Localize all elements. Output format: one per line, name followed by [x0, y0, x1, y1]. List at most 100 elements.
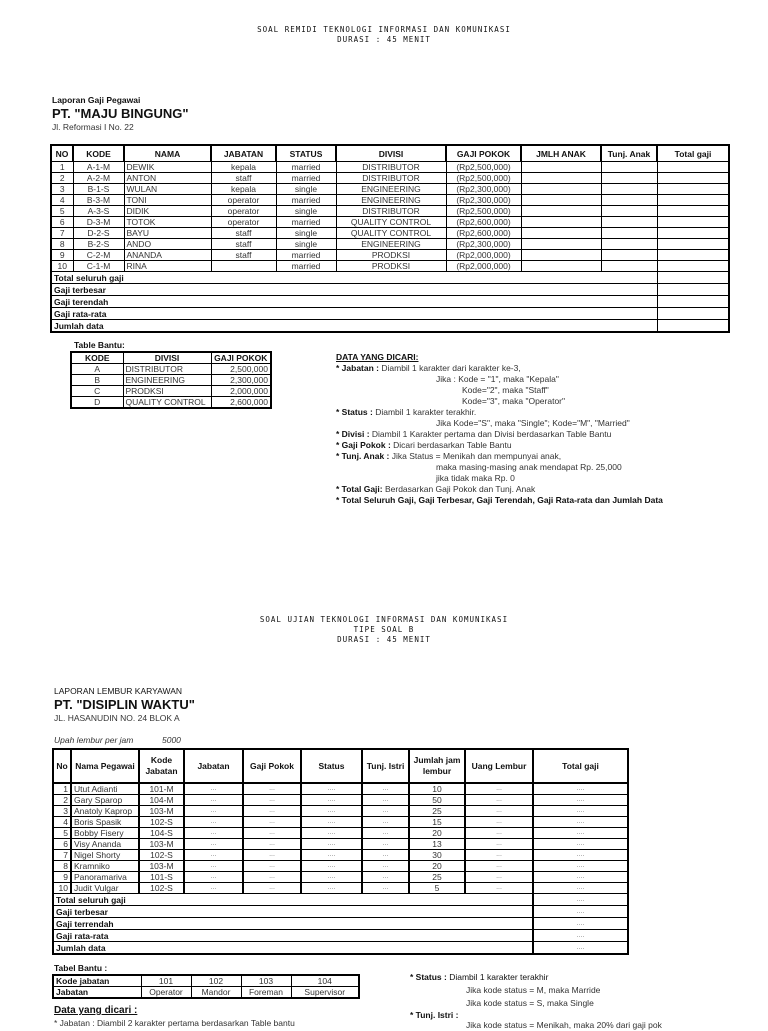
table-row: 1 A-1-M DEWIK kepala married DISTRIBUTOR (Rp2,…	[50, 161, 730, 173]
table-cell: 101	[140, 974, 192, 987]
table-row: 7 Nigel Shorty 102-S............. 30.......	[52, 849, 629, 861]
sought-line-text: Jika : Kode = "1", maka "Kepala"	[436, 374, 559, 384]
table-cell: ...	[242, 805, 302, 817]
table-cell: ...	[361, 860, 410, 872]
table-row: 8 Kramniko 103-M............. 20.......	[52, 860, 629, 872]
sought-line-text: Kode="3", maka "Operator"	[462, 396, 566, 406]
table-cell	[600, 260, 658, 272]
summary-value	[656, 271, 730, 284]
table-cell: (Rp2,300,000)	[445, 194, 522, 206]
table-row: 4 B-3-M TONI operator married ENGINEERING (Rp2…	[50, 194, 730, 206]
table-cell: Supervisor	[290, 986, 360, 999]
table-row: D QUALITY CONTROL 2,600,000	[70, 396, 272, 409]
table-cell: 20	[408, 827, 466, 839]
table-cell: ENGINEERING	[335, 238, 447, 250]
table-cell: ...	[242, 794, 302, 806]
table-cell: 2	[50, 172, 74, 184]
table-cell: Kode jabatan	[52, 974, 142, 987]
column-header: DIVISI	[335, 144, 447, 162]
table-row: 5 A-3-S DIDIK operator single DISTRIBUTOR (Rp2…	[50, 205, 730, 217]
summary-value: ....	[532, 929, 629, 942]
sought-line: * Jabatan : Diambil 1 karakter dari kara…	[336, 363, 663, 374]
table-row: 3 Anatoly Kaprop 103-M............. 25.....…	[52, 805, 629, 817]
column-header: Total gaji	[532, 748, 629, 784]
table-cell: ....	[532, 871, 629, 883]
helper-table-title-2: Tabel Bantu :	[54, 963, 108, 973]
column-header: JABATAN	[210, 144, 277, 162]
table-cell: 8	[52, 860, 72, 872]
table-cell: C	[70, 385, 124, 397]
table-cell: ENGINEERING	[122, 374, 212, 386]
sought-line: jika tidak maka Rp. 0	[336, 473, 663, 484]
column-header: DIVISI	[122, 351, 212, 364]
table-cell: 104	[290, 974, 360, 987]
helper-table-title: Table Bantu:	[74, 340, 125, 350]
sought-line: * Tunj. Anak : Jika Status = Menikah dan…	[336, 451, 663, 462]
table-cell: kepala	[210, 161, 277, 173]
table-cell: D-2-S	[72, 227, 125, 239]
summary-label: Jumlah data	[50, 319, 658, 333]
table-cell: WULAN	[123, 183, 212, 195]
table-cell: ...	[242, 782, 302, 795]
table-cell: 6	[50, 216, 74, 228]
exam-title: SOAL UJIAN TEKNOLOGI INFORMASI DAN KOMUN…	[259, 615, 509, 624]
table-cell: Nigel Shorty	[70, 849, 140, 861]
summary-row: Total seluruh gaji....	[52, 893, 629, 906]
table-cell: 20	[408, 860, 466, 872]
column-header: NAMA	[123, 144, 212, 162]
column-header: Tunj. Istri	[361, 748, 410, 784]
column-header: Gaji Pokok	[242, 748, 302, 784]
table-cell: ....	[532, 849, 629, 861]
table-cell: (Rp2,500,000)	[445, 172, 522, 184]
sought-title-2: Data yang dicari :	[54, 1005, 138, 1016]
table-cell: ENGINEERING	[335, 183, 447, 195]
table-row: 8 B-2-S ANDO staff single ENGINEERING (Rp2,300…	[50, 238, 730, 250]
sought-line-label: * Jabatan :	[336, 363, 379, 373]
summary-row: Gaji terbesar....	[52, 905, 629, 918]
table-cell: DEWIK	[123, 161, 212, 173]
table-cell: single	[275, 238, 337, 250]
table-cell: PRODKSI	[335, 260, 447, 272]
table-cell: ....	[300, 816, 363, 828]
column-header: GAJI POKOK	[210, 351, 272, 364]
table-cell: 10	[52, 882, 72, 894]
table-cell: ....	[532, 816, 629, 828]
wife-allowance-label: * Tunj. Istri :	[410, 1010, 459, 1020]
table-cell: 9	[52, 871, 72, 883]
table-cell: 1	[52, 782, 72, 795]
column-header: Total gaji	[656, 144, 730, 162]
table-cell	[520, 172, 602, 184]
summary-value	[656, 283, 730, 296]
summary-value: ....	[532, 893, 629, 906]
table-cell	[520, 216, 602, 228]
table-cell: 101-M	[138, 782, 185, 795]
table-cell: QUALITY CONTROL	[335, 216, 447, 228]
table-cell: ...	[242, 816, 302, 828]
summary-label: Jumlah data	[52, 941, 534, 955]
summary-row: Total seluruh gaji	[50, 271, 730, 284]
table-cell	[520, 260, 602, 272]
table-cell: DISTRIBUTOR	[335, 161, 447, 173]
table-cell: operator	[210, 216, 277, 228]
status-rule-label: * Status :	[410, 972, 447, 982]
table-cell: Gary Sparop	[70, 794, 140, 806]
table-cell: Judit Vulgar	[70, 882, 140, 894]
sought-line-label: * Tunj. Anak :	[336, 451, 390, 461]
table-cell: married	[275, 161, 337, 173]
table-cell: Boris Spasik	[70, 816, 140, 828]
sought-line-text: Diambil 1 karakter dari karakter ke-3,	[379, 363, 521, 373]
table-cell: 7	[52, 849, 72, 861]
summary-row: Gaji terendah	[50, 295, 730, 308]
status-rule-m: Jika kode status = M, maka Marride	[466, 985, 601, 995]
exam-type: TIPE SOAL B	[353, 625, 415, 634]
table-cell: staff	[210, 172, 277, 184]
overtime-table: No Nama Pegawai Kode Jabatan Jabatan Gaji Po…	[52, 748, 629, 955]
table-cell: QUALITY CONTROL	[122, 396, 212, 409]
table-cell	[600, 249, 658, 261]
summary-label: Gaji rata-rata	[50, 307, 658, 320]
table-cell: Panoramariva	[70, 871, 140, 883]
sought-line-text: Diambil 1 Karakter pertama dan Divisi be…	[369, 429, 612, 439]
table-cell: Jabatan	[52, 986, 142, 999]
table-cell: 5	[50, 205, 74, 217]
table-cell: A-3-S	[72, 205, 125, 217]
